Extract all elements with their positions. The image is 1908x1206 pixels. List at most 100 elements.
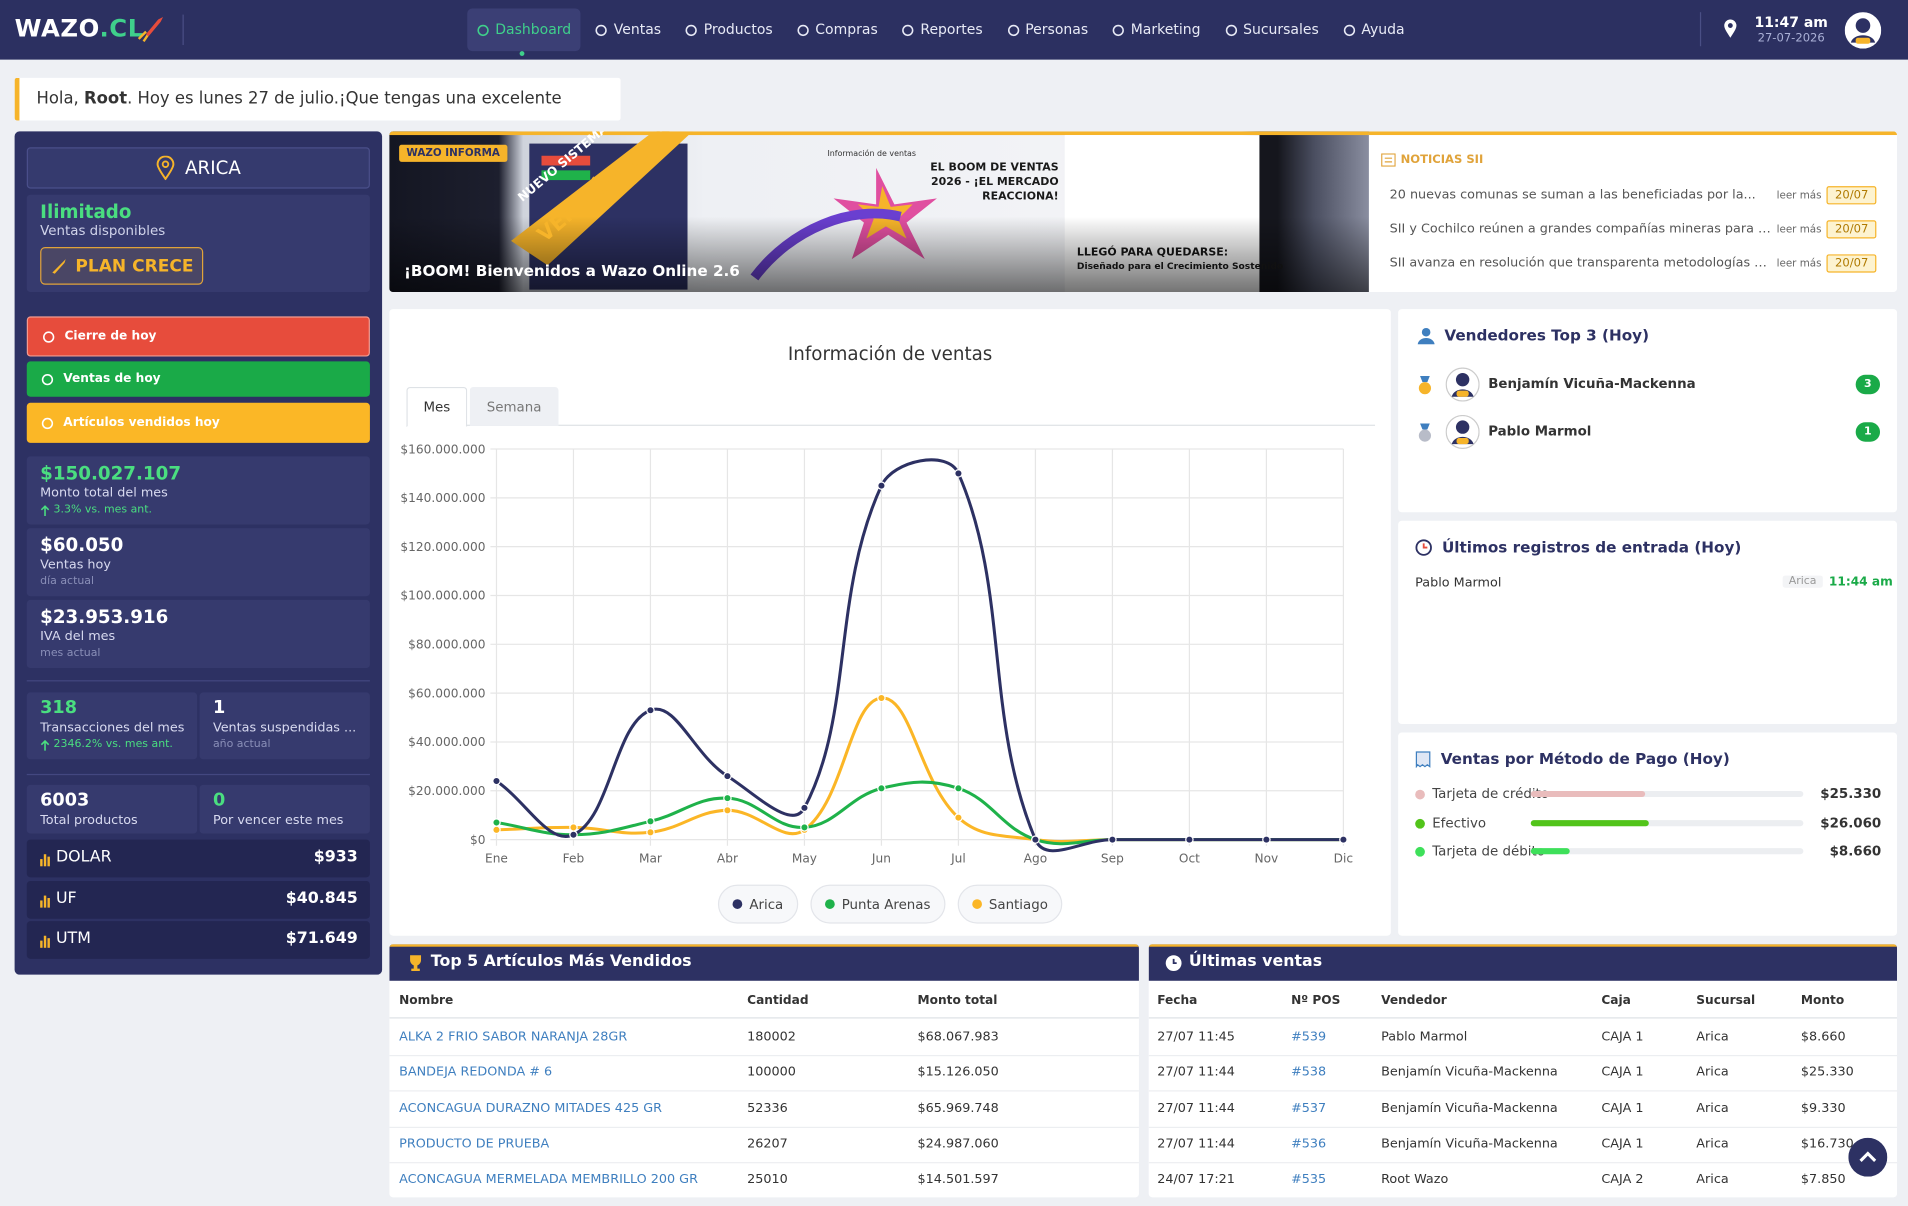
table-cell[interactable]: ACONCAGUA MERMELADA MEMBRILLO 200 GR	[399, 1172, 698, 1187]
table-cell[interactable]: #539	[1291, 1029, 1327, 1045]
branch-name: ARICA	[185, 156, 241, 179]
mini-card: 318 Transacciones del mes 2346.2% vs. mes …	[26, 692, 198, 760]
column-header: Caja	[1601, 994, 1631, 1008]
y-tick-label: $80.000.000	[408, 638, 485, 652]
scroll-top-button[interactable]	[1848, 1137, 1888, 1177]
mini-card: 1 Ventas suspendidas ... año actual	[199, 692, 370, 760]
brand-name: WAZO	[14, 13, 100, 43]
chart-tab[interactable]: Semana	[469, 386, 559, 426]
arrow	[40, 739, 50, 751]
entry-branch: Arica	[1782, 575, 1823, 588]
stat-note: mes actual	[40, 647, 100, 659]
table-cell: Benjamín Vicuña-Mackenna	[1381, 1136, 1558, 1151]
plan-button[interactable]: PLAN CRECE	[40, 247, 204, 285]
table-cell[interactable]: #537	[1291, 1100, 1327, 1116]
chart-tab[interactable]: Mes	[406, 386, 468, 428]
icon-shape	[1418, 429, 1432, 442]
top-articles-table: Top 5 Artículos Más Vendidos Nombre Canti…	[389, 944, 1139, 1198]
nav-item[interactable]: Productos	[676, 9, 783, 52]
table-cell[interactable]: #536	[1291, 1136, 1327, 1151]
user-avatar[interactable]	[1844, 12, 1882, 49]
y-tick-label: $100.000.000	[400, 589, 485, 603]
legend-label: Santiago	[988, 896, 1048, 913]
table-cell[interactable]: PRODUCTO DE PRUEBA	[399, 1136, 550, 1151]
table-cell: $15.126.050	[917, 1065, 999, 1080]
nav-item[interactable]: Reportes	[892, 9, 992, 52]
news-icon	[1381, 153, 1396, 167]
icon-shape	[1418, 382, 1432, 395]
nav-item[interactable]: Ayuda	[1333, 9, 1414, 52]
card-title: Vendedores Top 3 (Hoy)	[1444, 326, 1650, 345]
nav-item[interactable]: Dashboard	[467, 8, 581, 52]
banner-headline: EL BOOM DE VENTAS 2026 - ¡EL MERCADO REA…	[930, 161, 1059, 204]
brand[interactable]: WAZO.CL	[15, 13, 144, 42]
x-tick-label: Abr	[717, 852, 738, 866]
plan-caption: Ventas disponibles	[40, 222, 166, 239]
legend-item[interactable]: Arica	[717, 884, 798, 924]
data-point	[723, 806, 732, 815]
card-header: Últimos registros de entrada (Hoy)	[1415, 538, 1741, 556]
stat-card: $60.050 Ventas hoy día actual	[26, 528, 370, 597]
nav-item[interactable]: Compras	[787, 9, 887, 52]
nav-item[interactable]: Ventas	[586, 9, 671, 52]
table-title: Últimas ventas	[1188, 952, 1323, 972]
data-point	[877, 784, 886, 793]
plan-button-label: PLAN CRECE	[75, 256, 194, 276]
data-point	[646, 828, 655, 837]
icon	[685, 24, 698, 36]
news-banner[interactable]: NUEVO SISTEMA INTEG VERSIÓN 2026 Informa…	[389, 131, 1369, 293]
nav-item[interactable]: Sucursales	[1215, 9, 1328, 52]
nav-item[interactable]: Personas	[997, 9, 1098, 52]
action-button[interactable]: Ventas de hoy	[26, 361, 370, 397]
legend-item[interactable]: Punta Arenas	[810, 884, 946, 924]
mini-note-text: año actual	[212, 738, 271, 751]
icon-shape	[1456, 390, 1469, 397]
action-label: Cierre de hoy	[64, 329, 157, 344]
table-cell: CAJA 1	[1601, 1065, 1644, 1080]
legend-item[interactable]: Santiago	[957, 884, 1063, 924]
seller-name: Benjamín Vicuña-Mackenna	[1488, 376, 1696, 392]
news-more[interactable]: leer más	[1776, 223, 1822, 237]
table-cell[interactable]: #538	[1291, 1065, 1327, 1080]
news-text[interactable]: 20 nuevas comunas se suman a las benefic…	[1389, 187, 1756, 202]
y-tick-label: $160.000.000	[400, 442, 485, 456]
row-rule	[1148, 1126, 1898, 1128]
news-date: 20/07	[1826, 186, 1877, 205]
icon-shape	[1456, 438, 1469, 445]
action-button[interactable]: Artículos vendidos hoy	[26, 402, 370, 443]
nav-item[interactable]: Marketing	[1103, 9, 1210, 52]
table-cell: Arica	[1696, 1029, 1729, 1045]
nav-label: Reportes	[920, 20, 983, 38]
tab-border	[406, 424, 1376, 426]
branch-selector[interactable]: ARICA	[26, 147, 370, 189]
table-cell: CAJA 1	[1601, 1100, 1644, 1116]
table-cell: $68.067.983	[917, 1029, 999, 1045]
news-more[interactable]: leer más	[1776, 257, 1822, 271]
news-more[interactable]: leer más	[1776, 189, 1822, 202]
mini-note: año actual	[213, 739, 271, 751]
icon	[41, 373, 54, 385]
row-rule	[389, 1161, 1139, 1164]
table-cell: 27/07 11:44	[1157, 1136, 1235, 1151]
method-track	[1530, 848, 1804, 855]
icon-shape	[47, 897, 50, 908]
method-track	[1530, 819, 1804, 826]
action-button[interactable]: Cierre de hoy	[26, 316, 370, 357]
table-cell[interactable]: #535	[1291, 1172, 1327, 1187]
card-header: Ventas por Método de Pago (Hoy)	[1415, 750, 1730, 768]
banner-footer-title: LLEGÓ PARA QUEDARSE:	[1076, 247, 1229, 260]
mini-card: 6003 Total productos	[26, 784, 198, 834]
banner-accent	[389, 131, 1369, 136]
data-point	[646, 705, 655, 715]
table-cell: Benjamín Vicuña-Mackenna	[1381, 1100, 1558, 1116]
news-text[interactable]: SII y Cochilco reúnen a grandes compañía…	[1389, 221, 1773, 237]
table-cell[interactable]: BANDEJA REDONDA # 6	[399, 1065, 553, 1080]
table-cell[interactable]: ALKA 2 FRIO SABOR NARANJA 28GR	[399, 1029, 628, 1045]
icon	[797, 24, 809, 36]
method-bar	[1530, 819, 1650, 826]
chart-title: Información de ventas	[787, 343, 993, 366]
news-text[interactable]: SII avanza en resolución que transparent…	[1389, 255, 1773, 271]
location-icon[interactable]	[1723, 19, 1738, 38]
banner-badge: WAZO INFORMA	[399, 144, 508, 162]
table-cell[interactable]: ACONCAGUA DURAZNO MITADES 425 GR	[399, 1100, 663, 1116]
